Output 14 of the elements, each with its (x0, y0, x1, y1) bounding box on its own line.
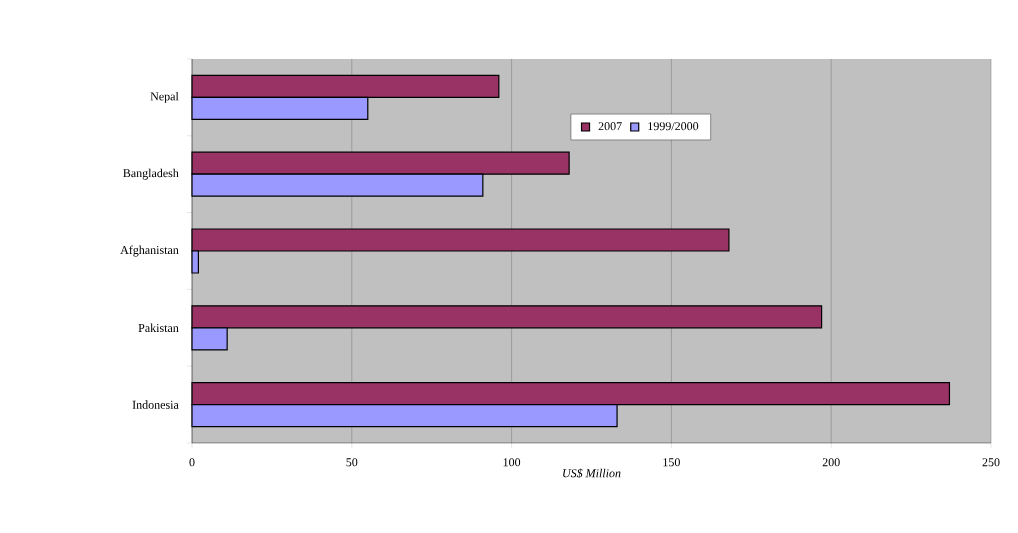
y-tick-label: Bangladesh (123, 168, 179, 180)
x-tick-label: 150 (663, 458, 680, 467)
y-tick-label: Indonesia (132, 400, 179, 409)
legend-label: 2007 (598, 122, 622, 131)
x-tick-label: 0 (189, 458, 195, 467)
x-axis-title: US$ Million (563, 468, 621, 479)
y-tick-label: Afghanistan (120, 245, 179, 257)
x-tick-label: 250 (982, 458, 1000, 467)
x-tick-label: 100 (503, 458, 521, 467)
legend-label: 1999/2000 (648, 122, 699, 131)
x-tick-label: 200 (822, 458, 840, 467)
x-tick-label: 50 (346, 458, 358, 467)
y-tick-label: Pakistan (138, 323, 179, 332)
y-tick-label: Nepal (150, 91, 179, 103)
